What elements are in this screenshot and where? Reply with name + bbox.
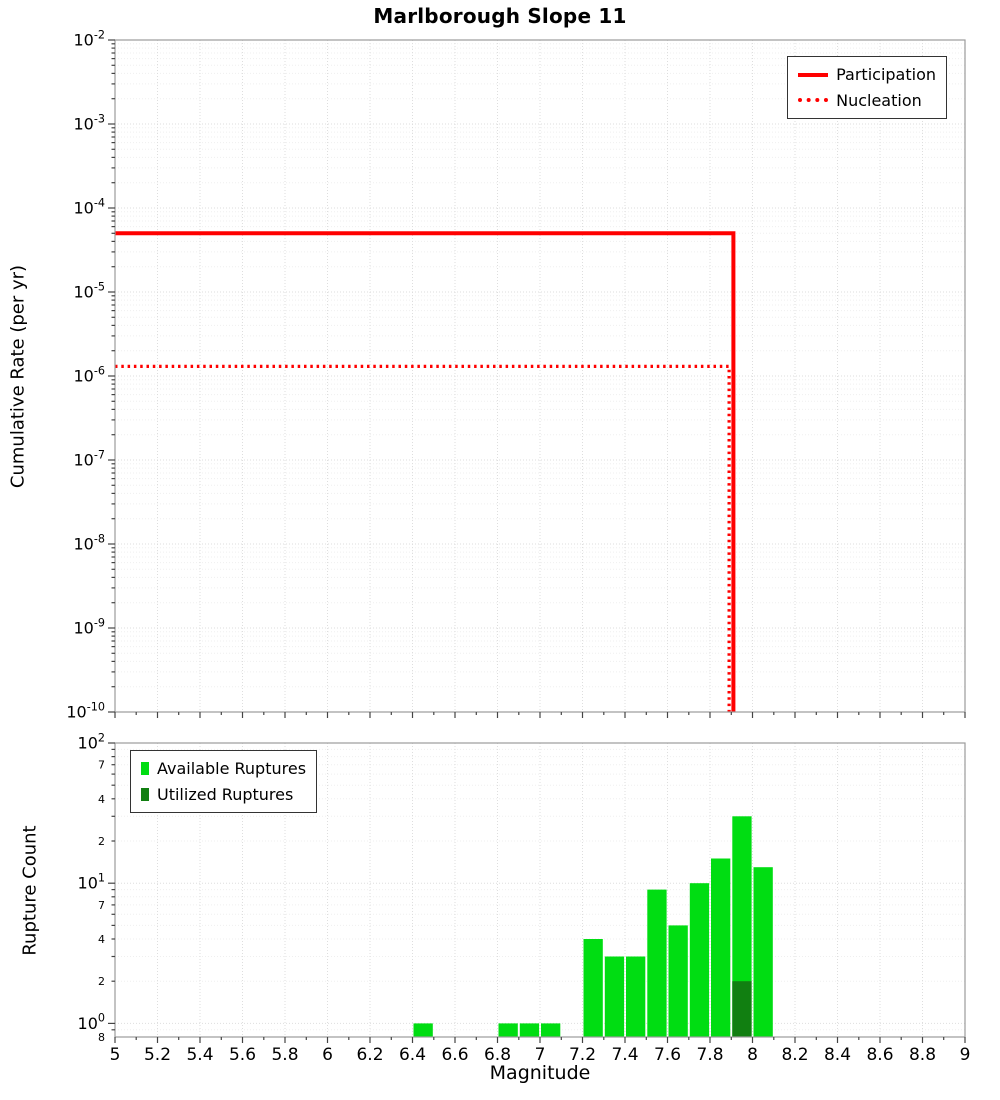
- legend-item-nucleation: Nucleation: [798, 88, 936, 114]
- legend-item-utilized: Utilized Ruptures: [141, 782, 306, 808]
- bottom-y-axis-label: Rupture Count: [19, 825, 41, 956]
- available-ruptures-bar: [519, 1023, 540, 1037]
- available-ruptures-bar: [668, 925, 688, 1037]
- svg-text:7.4: 7.4: [611, 1045, 638, 1065]
- available-ruptures-bar: [604, 956, 625, 1037]
- available-ruptures-bar: [689, 883, 710, 1037]
- bottom-major-grid: [114, 742, 966, 1037]
- top-y-axis-label: Cumulative Rate (per yr): [7, 264, 29, 489]
- svg-text:6.4: 6.4: [399, 1045, 426, 1065]
- svg-text:10-6: 10-6: [73, 364, 105, 385]
- svg-text:6.8: 6.8: [484, 1045, 511, 1065]
- svg-text:2: 2: [98, 835, 105, 848]
- svg-text:4: 4: [98, 793, 105, 806]
- svg-text:7.6: 7.6: [654, 1045, 681, 1065]
- svg-text:8.2: 8.2: [781, 1045, 808, 1065]
- svg-text:10-2: 10-2: [73, 28, 105, 49]
- participation-line: [115, 231, 736, 712]
- svg-text:10-8: 10-8: [73, 532, 105, 553]
- nucleation-line-swatch: [798, 98, 829, 103]
- legend-label-available: Available Ruptures: [157, 759, 307, 778]
- legend-item-participation: Participation: [798, 62, 936, 88]
- svg-text:7: 7: [98, 899, 105, 912]
- svg-text:5.2: 5.2: [144, 1045, 171, 1065]
- legend-label-nucleation: Nucleation: [836, 90, 922, 110]
- top-legend: Participation Nucleation: [787, 56, 947, 120]
- available-ruptures-bar: [498, 1023, 518, 1037]
- svg-text:5.4: 5.4: [186, 1045, 213, 1065]
- svg-text:10-9: 10-9: [73, 616, 105, 637]
- svg-text:5: 5: [110, 1045, 121, 1065]
- svg-text:2: 2: [98, 975, 105, 988]
- svg-text:8: 8: [747, 1045, 758, 1065]
- svg-text:5.8: 5.8: [271, 1045, 298, 1065]
- utilized-ruptures-bar: [732, 981, 752, 1037]
- legend-label-utilized: Utilized Ruptures: [157, 784, 294, 804]
- svg-text:101: 101: [78, 872, 105, 893]
- available-ruptures-bar: [711, 858, 731, 1037]
- svg-text:5.6: 5.6: [229, 1045, 256, 1065]
- svg-text:8: 8: [98, 1031, 105, 1044]
- bottom-ticks: [108, 742, 966, 1043]
- top-minor-grid: [115, 43, 965, 688]
- nucleation-line: [115, 364, 731, 712]
- cumulative-rate-chart: 10-2 10-3 10-4 10-5 10-6 10-7 10-8 10-9 10-10: [66, 28, 966, 722]
- top-series: [115, 231, 736, 712]
- utilized-swatch: [141, 787, 149, 801]
- svg-text:7.8: 7.8: [696, 1045, 723, 1065]
- available-ruptures-bar: [626, 956, 646, 1037]
- svg-text:10-5: 10-5: [73, 280, 105, 301]
- svg-text:7.2: 7.2: [569, 1045, 596, 1065]
- svg-text:10-10: 10-10: [66, 700, 105, 721]
- svg-text:9: 9: [960, 1045, 971, 1065]
- available-ruptures-bar: [647, 889, 667, 1037]
- chart-title: Marlborough Slope 11: [373, 4, 627, 28]
- bottom-legend: Available Ruptures Utilized Ruptures: [130, 750, 318, 814]
- legend-label-participation: Participation: [836, 65, 936, 84]
- svg-text:102: 102: [78, 731, 105, 752]
- svg-text:7: 7: [535, 1045, 546, 1065]
- available-ruptures-bar: [413, 1023, 433, 1037]
- available-swatch: [141, 762, 149, 776]
- available-ruptures-bar: [541, 1023, 561, 1037]
- svg-text:10-7: 10-7: [73, 448, 105, 469]
- top-ticks: [108, 39, 966, 718]
- svg-text:8.8: 8.8: [909, 1045, 936, 1065]
- svg-text:6: 6: [322, 1045, 333, 1065]
- rupture-bars: [413, 816, 773, 1037]
- svg-text:7: 7: [98, 759, 105, 772]
- legend-item-available: Available Ruptures: [141, 756, 306, 782]
- svg-text:8.6: 8.6: [866, 1045, 893, 1065]
- x-axis-label: Magnitude: [489, 1062, 591, 1084]
- svg-text:8.4: 8.4: [824, 1045, 851, 1065]
- svg-text:4: 4: [98, 933, 105, 946]
- svg-text:10-3: 10-3: [73, 112, 105, 133]
- svg-text:10-4: 10-4: [73, 196, 105, 217]
- svg-text:100: 100: [78, 1012, 105, 1033]
- svg-text:6.6: 6.6: [441, 1045, 468, 1065]
- available-ruptures-bar: [583, 939, 603, 1037]
- participation-line-swatch: [798, 72, 829, 77]
- available-ruptures-bar: [753, 867, 773, 1037]
- svg-text:6.2: 6.2: [356, 1045, 383, 1065]
